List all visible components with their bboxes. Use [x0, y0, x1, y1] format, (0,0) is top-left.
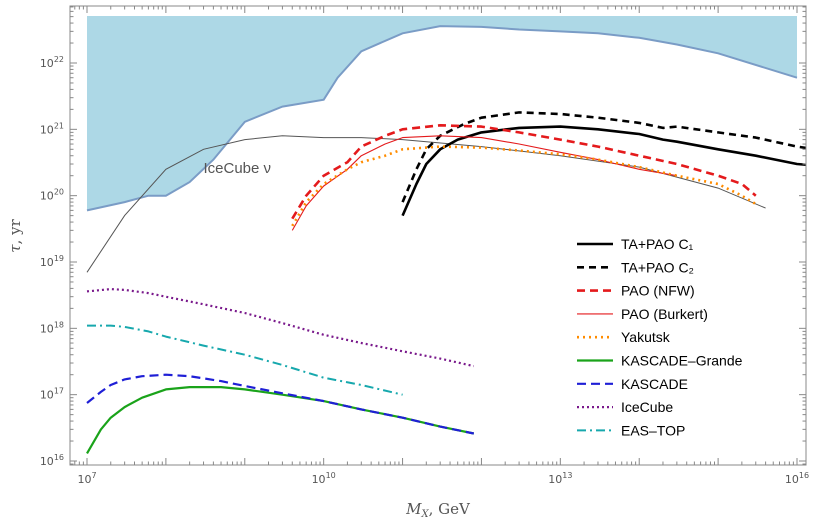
excluded-region-boundary: [86, 25, 798, 212]
legend: TA+PAO C₁ TA+PAO C₂ PAO (NFW) PAO (Burkert)…: [577, 236, 743, 438]
axis-ticks: 107 1010 1013 1016 1016 1017 1018 1019 1020 1021 1…: [40, 6, 809, 486]
legend-label-6: KASCADE: [621, 376, 688, 392]
series-line-7: [86, 288, 475, 368]
x-tick-label-3: 1016: [785, 471, 809, 486]
plot-frame: [69, 5, 807, 466]
series-line-2: [291, 124, 757, 220]
legend-label-4: Yakutsk: [621, 329, 671, 345]
y-tick-label-1: 1017: [40, 387, 64, 402]
excluded-region-layer: [86, 16, 798, 212]
x-tick-label-2: 1013: [548, 471, 572, 486]
series-line-4: [291, 145, 757, 227]
legend-label-3: PAO (Burkert): [621, 306, 708, 322]
y-tick-label-3: 1019: [40, 254, 64, 269]
annotation-icecube-nu: IceCube ν: [204, 160, 272, 177]
x-tick-label-1: 1010: [312, 471, 336, 486]
y-tick-label-0: 1016: [40, 453, 64, 468]
legend-label-0: TA+PAO C₁: [621, 236, 694, 252]
legend-label-2: PAO (NFW): [621, 283, 695, 299]
y-tick-label-6: 1022: [40, 55, 64, 70]
curve-layer: [86, 111, 806, 454]
series-line-0: [401, 125, 806, 217]
plot-border: [69, 5, 807, 466]
legend-label-8: EAS–TOP: [621, 422, 685, 438]
series-line-3: [291, 135, 677, 231]
series-line-1: [401, 111, 806, 203]
legend-label-1: TA+PAO C₂: [621, 259, 694, 275]
series-line-6: [86, 373, 475, 435]
x-axis-label: MX, GeV: [405, 500, 471, 519]
icecube-nu-curve: [86, 135, 766, 273]
x-tick-label-0: 107: [77, 471, 96, 486]
legend-label-5: KASCADE–Grande: [621, 353, 743, 369]
annotation-layer: IceCube ν: [204, 160, 272, 177]
excluded-region-fill: [87, 16, 797, 211]
y-axis-label: τ, yr: [6, 218, 24, 252]
y-tick-label-5: 1021: [40, 121, 64, 136]
y-tick-label-2: 1018: [40, 320, 64, 335]
series-line-8: [87, 324, 403, 396]
legend-label-7: IceCube: [621, 399, 673, 415]
y-tick-label-4: 1020: [40, 188, 64, 203]
